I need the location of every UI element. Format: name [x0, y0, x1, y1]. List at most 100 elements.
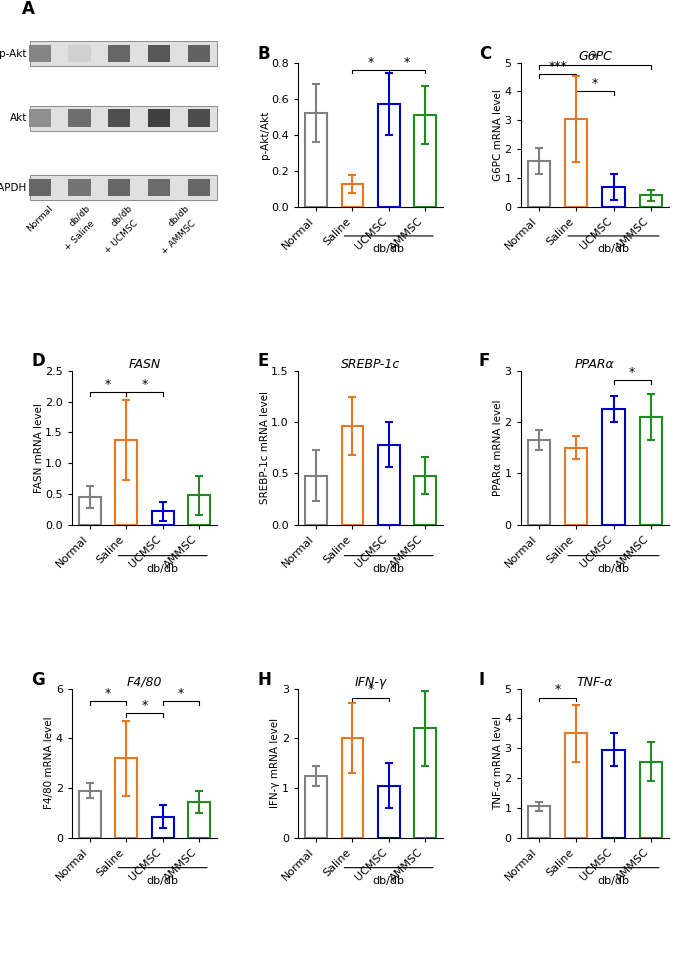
Text: *: * [141, 699, 148, 713]
Bar [602, 409, 625, 525]
Bar [565, 118, 588, 207]
Text: *: * [367, 56, 374, 68]
Title: TNF-α: TNF-α [577, 676, 613, 689]
Text: *: * [105, 378, 112, 391]
Text: E: E [258, 352, 269, 370]
Bar [188, 110, 210, 127]
Title: IFN-γ: IFN-γ [354, 676, 387, 689]
Text: db/db: db/db [597, 876, 630, 886]
Bar [188, 179, 210, 196]
Bar [108, 179, 130, 196]
Bar [152, 817, 173, 838]
Bar [342, 184, 363, 207]
Text: db/db: db/db [373, 564, 405, 574]
Bar [602, 187, 625, 207]
Bar [148, 110, 170, 127]
Bar [79, 497, 101, 525]
Text: *: * [105, 687, 112, 700]
Bar [30, 106, 216, 131]
Bar [29, 44, 51, 63]
Title: G6PC: G6PC [578, 50, 612, 63]
Bar [414, 728, 436, 838]
Text: G: G [32, 670, 45, 689]
Y-axis label: G6PC mRNA level: G6PC mRNA level [493, 89, 503, 181]
Bar [188, 495, 210, 525]
Y-axis label: FASN mRNA level: FASN mRNA level [34, 403, 44, 493]
Y-axis label: TNF-α mRNA level: TNF-α mRNA level [493, 716, 503, 810]
Text: db/db: db/db [147, 876, 179, 886]
Text: db/db: db/db [373, 876, 405, 886]
Bar [378, 104, 399, 207]
Bar [116, 440, 137, 525]
Title: F4/80: F4/80 [127, 676, 162, 689]
Bar [342, 427, 363, 525]
Bar [306, 113, 327, 207]
Title: PPARα: PPARα [575, 358, 615, 371]
Text: *: * [141, 378, 148, 391]
Text: db/db: db/db [373, 244, 405, 254]
Bar [414, 476, 436, 525]
Bar [108, 110, 130, 127]
Text: *: * [592, 77, 598, 91]
Y-axis label: IFN-γ mRNA level: IFN-γ mRNA level [271, 718, 280, 808]
Bar [378, 786, 399, 838]
Bar [640, 417, 662, 525]
Bar [565, 734, 588, 838]
Y-axis label: SREBP-1c mRNA level: SREBP-1c mRNA level [260, 391, 270, 505]
Text: p-Akt: p-Akt [0, 48, 27, 59]
Text: D: D [32, 352, 45, 370]
Bar [414, 115, 436, 207]
Text: I: I [479, 670, 485, 689]
Y-axis label: PPARα mRNA level: PPARα mRNA level [493, 400, 503, 496]
Text: + Saline: + Saline [63, 219, 97, 252]
Bar [306, 476, 327, 525]
Bar [528, 161, 550, 207]
Title: FASN: FASN [128, 358, 161, 371]
Text: db/db: db/db [109, 204, 134, 228]
Text: *: * [403, 56, 410, 68]
Text: *: * [177, 687, 184, 700]
Text: *: * [629, 366, 635, 378]
Text: db/db: db/db [597, 564, 630, 574]
Text: GAPDH: GAPDH [0, 183, 27, 193]
Title: SREBP-1c: SREBP-1c [341, 358, 400, 371]
Bar [148, 179, 170, 196]
Bar [68, 110, 90, 127]
Text: + AMMSC: + AMMSC [160, 219, 198, 256]
Y-axis label: p-Akt/Akt: p-Akt/Akt [260, 111, 270, 159]
Text: A: A [23, 0, 35, 18]
Bar [188, 44, 210, 63]
Bar [528, 806, 550, 838]
Text: B: B [258, 45, 270, 64]
Text: db/db: db/db [597, 244, 630, 254]
Bar [30, 175, 216, 200]
Bar [640, 762, 662, 838]
Bar [152, 511, 173, 525]
Bar [148, 44, 170, 63]
Bar [528, 440, 550, 525]
Bar [378, 445, 399, 525]
Bar [30, 40, 216, 66]
Bar [116, 758, 137, 838]
Bar [29, 110, 51, 127]
Bar [29, 179, 51, 196]
Text: db/db: db/db [67, 204, 92, 228]
Bar [68, 179, 90, 196]
Text: C: C [479, 45, 491, 64]
Bar [342, 739, 363, 838]
Text: *: * [555, 684, 561, 696]
Text: *: * [592, 51, 598, 65]
Text: H: H [258, 670, 271, 689]
Text: db/db: db/db [147, 564, 179, 574]
Text: Normal: Normal [25, 204, 55, 233]
Bar [108, 44, 130, 63]
Bar [602, 750, 625, 838]
Y-axis label: F4/80 mRNA level: F4/80 mRNA level [45, 716, 54, 810]
Text: db/db: db/db [166, 204, 191, 228]
Text: F: F [479, 352, 490, 370]
Text: Akt: Akt [10, 114, 27, 123]
Text: + UCMSC: + UCMSC [103, 219, 140, 255]
Bar [188, 802, 210, 838]
Text: ***: *** [549, 60, 567, 73]
Bar [306, 775, 327, 838]
